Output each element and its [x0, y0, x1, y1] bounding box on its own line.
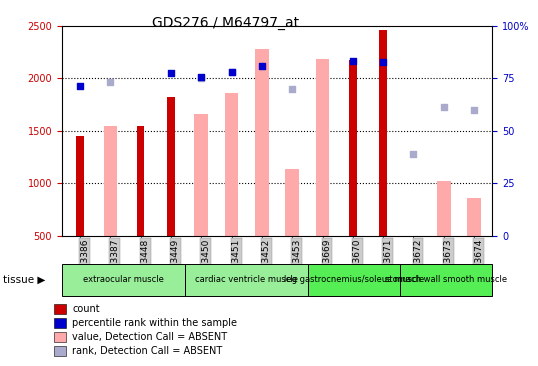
Bar — [316, 59, 329, 236]
Text: extraocular muscle: extraocular muscle — [83, 276, 164, 284]
FancyBboxPatch shape — [308, 264, 400, 296]
Text: GSM3669: GSM3669 — [323, 239, 331, 282]
FancyBboxPatch shape — [62, 264, 185, 296]
Text: stomach wall smooth muscle: stomach wall smooth muscle — [385, 276, 507, 284]
FancyBboxPatch shape — [185, 264, 308, 296]
Point — [258, 63, 266, 68]
Text: GSM3386: GSM3386 — [80, 239, 89, 282]
Text: GSM3670: GSM3670 — [353, 239, 362, 282]
Text: rank, Detection Call = ABSENT: rank, Detection Call = ABSENT — [72, 346, 222, 356]
Bar — [468, 198, 481, 236]
Bar — [225, 93, 238, 236]
Point — [197, 75, 206, 81]
Point — [470, 107, 478, 113]
Bar — [167, 97, 175, 236]
Point — [76, 83, 84, 89]
Point — [227, 70, 236, 75]
Text: GSM3453: GSM3453 — [292, 239, 301, 282]
Bar — [349, 60, 357, 236]
Point — [409, 151, 418, 157]
Point — [197, 74, 206, 80]
Bar — [285, 169, 299, 236]
Text: value, Detection Call = ABSENT: value, Detection Call = ABSENT — [72, 332, 227, 342]
Point — [440, 104, 448, 109]
Text: percentile rank within the sample: percentile rank within the sample — [72, 318, 237, 328]
Text: GSM3671: GSM3671 — [383, 239, 392, 282]
FancyBboxPatch shape — [400, 264, 492, 296]
Text: GSM3387: GSM3387 — [110, 239, 119, 282]
Text: GSM3672: GSM3672 — [414, 239, 422, 282]
Point — [288, 86, 296, 92]
Text: leg gastrocnemius/soleus muscle: leg gastrocnemius/soleus muscle — [284, 276, 424, 284]
Text: GSM3448: GSM3448 — [140, 239, 150, 282]
Point — [106, 79, 115, 85]
Text: GSM3449: GSM3449 — [171, 239, 180, 282]
Text: count: count — [72, 304, 100, 314]
Bar — [76, 136, 84, 236]
Bar — [255, 49, 269, 236]
Bar — [103, 126, 117, 236]
Text: GSM3674: GSM3674 — [474, 239, 483, 282]
Text: GSM3451: GSM3451 — [231, 239, 240, 282]
Bar — [379, 30, 387, 236]
Text: tissue ▶: tissue ▶ — [3, 275, 45, 285]
Point — [379, 59, 387, 65]
Text: GSM3673: GSM3673 — [444, 239, 453, 282]
Text: GDS276 / M64797_at: GDS276 / M64797_at — [152, 16, 299, 30]
Bar — [194, 114, 208, 236]
Bar — [137, 126, 145, 236]
Point — [227, 69, 236, 75]
Text: cardiac ventricle muscle: cardiac ventricle muscle — [195, 276, 298, 284]
Bar — [437, 182, 451, 236]
Point — [167, 70, 175, 76]
Point — [349, 58, 357, 64]
Text: GSM3450: GSM3450 — [201, 239, 210, 282]
Text: GSM3452: GSM3452 — [262, 239, 271, 282]
